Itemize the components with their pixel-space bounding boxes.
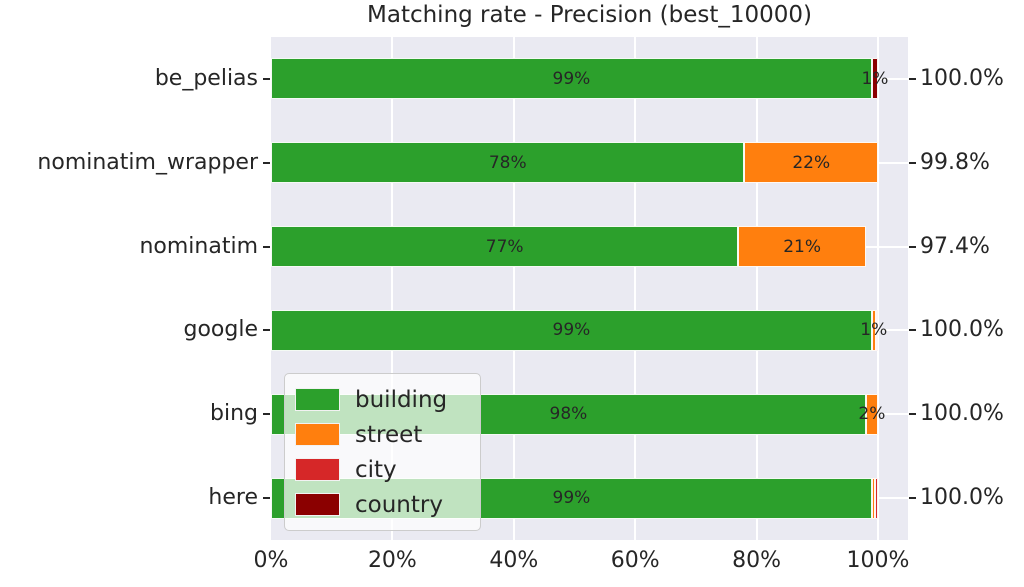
legend-box: building street city country <box>284 373 481 531</box>
chart-title: Matching rate - Precision (best_10000) <box>367 2 812 28</box>
bar-segment-nominatim_wrapper-street <box>744 142 878 184</box>
bar-value-label-nominatim-street: 21% <box>783 236 822 257</box>
legend-item-street: street <box>295 417 470 452</box>
y-axis-label-google: google <box>183 317 259 343</box>
legend-item-city: city <box>295 452 470 487</box>
y-axis-label-be_pelias: be_pelias <box>154 65 258 91</box>
bar-segment-here-city <box>874 477 878 519</box>
right-axis-label-bing: 100.0% <box>920 401 1004 427</box>
bar-segment-google-street <box>871 309 876 351</box>
right-axis-label-here: 100.0% <box>920 485 1004 511</box>
bar-value-label-nominatim-building: 77% <box>485 236 524 257</box>
right-axis-label-google: 100.0% <box>920 317 1004 343</box>
y-tick-mark-nominatim <box>263 245 270 248</box>
bar-value-label-here-building: 99% <box>552 488 591 509</box>
bar-value-label-be_pelias-country: 1% <box>861 68 889 89</box>
legend-item-building: building <box>295 382 470 417</box>
gridline-vertical-40 <box>512 37 515 540</box>
y-axis-label-here: here <box>208 485 258 511</box>
y-tick-mark-nominatim_wrapper <box>263 161 270 164</box>
bar-segment-google-city <box>875 309 878 351</box>
y-axis-label-nominatim_wrapper: nominatim_wrapper <box>37 149 258 175</box>
legend-item-country: country <box>295 487 470 522</box>
legend-label-country: country <box>355 491 443 518</box>
y-tick-mark-here <box>263 497 270 500</box>
bar-value-label-be_pelias-building: 99% <box>552 68 591 89</box>
right-tick-mark-be_pelias <box>909 77 916 80</box>
legend-swatch-city-icon <box>295 458 340 481</box>
y-axis-label-nominatim: nominatim <box>139 233 258 259</box>
x-tick-label-80: 80% <box>732 548 782 573</box>
legend-label-building: building <box>355 386 448 413</box>
bar-value-label-bing-building: 98% <box>549 404 588 425</box>
right-tick-mark-nominatim_wrapper <box>909 161 916 164</box>
x-tick-label-40: 40% <box>489 548 539 573</box>
y-axis-label-bing: bing <box>210 401 258 427</box>
bar-segment-nominatim-street <box>738 226 866 268</box>
legend-label-street: street <box>355 421 423 448</box>
right-axis-label-nominatim: 97.4% <box>920 233 990 259</box>
bar-segment-google-building <box>271 309 872 351</box>
legend-label-city: city <box>355 456 397 483</box>
legend-swatch-country-icon <box>295 493 340 516</box>
bar-segment-be_pelias-building <box>271 58 872 100</box>
gridline-vertical-60 <box>634 37 637 540</box>
x-tick-label-0: 0% <box>253 548 289 573</box>
y-tick-mark-bing <box>263 413 270 416</box>
right-tick-mark-here <box>909 497 916 500</box>
bar-value-label-nominatim_wrapper-street: 22% <box>792 152 831 173</box>
bar-segment-be_pelias-country <box>871 58 878 100</box>
right-axis-label-nominatim_wrapper: 99.8% <box>920 149 990 175</box>
right-tick-mark-google <box>909 329 916 332</box>
right-tick-mark-nominatim <box>909 245 916 248</box>
gridline-vertical-100 <box>877 37 879 540</box>
y-tick-mark-google <box>263 329 270 332</box>
gridline-vertical-20 <box>391 37 394 540</box>
bar-segment-nominatim-building <box>271 226 739 268</box>
bar-segment-bing-street <box>865 393 878 435</box>
bar-value-label-bing-street: 2% <box>858 404 886 425</box>
y-tick-mark-be_pelias <box>263 77 270 80</box>
bar-segment-here-street <box>871 477 875 519</box>
right-axis-label-be_pelias: 100.0% <box>920 65 1004 91</box>
legend-swatch-street-icon <box>295 423 340 446</box>
right-tick-mark-bing <box>909 413 916 416</box>
x-tick-label-100: 100% <box>846 548 910 573</box>
bar-value-label-google-building: 99% <box>552 320 591 341</box>
x-tick-label-60: 60% <box>610 548 660 573</box>
gridline-vertical-80 <box>755 37 758 540</box>
legend-swatch-building-icon <box>295 388 340 411</box>
bar-segment-nominatim_wrapper-building <box>271 142 745 184</box>
bar-value-label-nominatim_wrapper-building: 78% <box>488 152 527 173</box>
x-tick-label-20: 20% <box>367 548 417 573</box>
bar-value-label-google-street: 1% <box>860 320 888 341</box>
